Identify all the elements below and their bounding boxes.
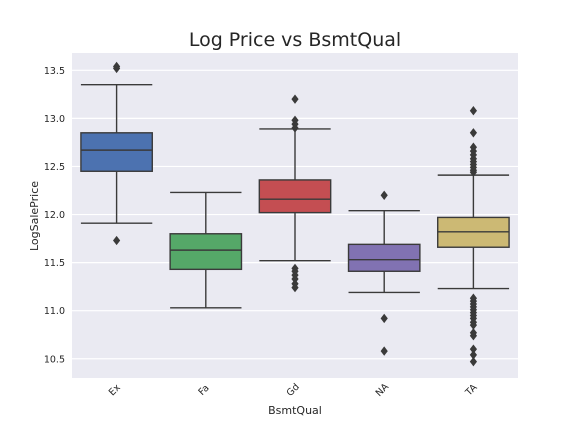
outlier-point <box>291 274 299 284</box>
outlier-point <box>380 313 388 324</box>
outlier-point <box>380 190 388 200</box>
box-na <box>347 190 421 356</box>
x-tick-label: NA <box>374 381 392 399</box>
box-ex <box>80 61 153 246</box>
y-tick-label: 13.0 <box>44 114 65 125</box>
x-axis-label: BsmtQual <box>268 404 322 417</box>
iqr-box <box>258 179 332 214</box>
box-series <box>80 61 510 367</box>
y-tick-labels: 10.5 11.0 11.5 12.0 12.5 13.0 13.5 <box>44 66 65 365</box>
x-tick-label: Gd <box>285 382 302 399</box>
chart-title: Log Price vs BsmtQual <box>189 29 401 51</box>
x-tick-label: Fa <box>196 383 211 398</box>
iqr-box <box>347 243 421 272</box>
outlier-point <box>469 167 477 177</box>
y-tick-label: 11.0 <box>44 306 65 317</box>
y-tick-label: 11.5 <box>44 258 65 269</box>
outlier-point <box>291 123 299 133</box>
x-tick-labels: Ex Fa Gd NA TA <box>107 381 480 399</box>
iqr-box <box>80 132 153 172</box>
outlier-point <box>380 346 388 356</box>
outlier-point <box>469 106 477 116</box>
outlier-point <box>113 63 121 74</box>
y-tick-label: 13.5 <box>44 66 65 77</box>
y-tick-label: 12.0 <box>44 210 65 221</box>
outlier-point <box>469 320 477 330</box>
box-gd <box>258 94 332 293</box>
outlier-point <box>469 356 477 367</box>
iqr-box <box>169 233 243 271</box>
x-tick-label: TA <box>463 382 480 399</box>
outlier-point <box>291 282 299 293</box>
outlier-point <box>469 350 477 360</box>
y-tick-label: 12.5 <box>44 162 65 173</box>
outlier-point <box>291 94 299 104</box>
y-axis-label: LogSalePrice <box>28 181 41 251</box>
outlier-point <box>469 344 477 354</box>
x-tick-label: Ex <box>107 382 123 398</box>
outlier-point <box>469 331 477 341</box>
box-fa <box>169 191 243 309</box>
y-tick-label: 10.5 <box>44 354 65 365</box>
box-ta <box>437 106 510 367</box>
outlier-point <box>113 235 121 246</box>
outlier-point <box>469 128 477 138</box>
